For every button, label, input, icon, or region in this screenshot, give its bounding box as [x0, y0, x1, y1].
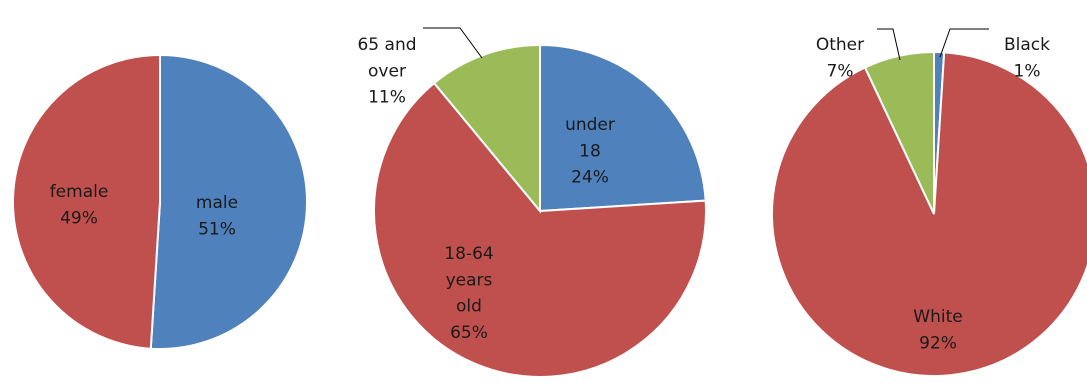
pie-slice-18-64-years-old: [373, 81, 707, 378]
slice-label: White 92%: [913, 307, 962, 353]
pie-slice-under-18: [539, 43, 707, 213]
slice-label: 18-64 years old 65%: [444, 244, 493, 343]
pie-chart-2: under 18 24% 18-64 years old 65% 65 and over 11%: [357, 27, 707, 378]
slice-label: Other 7%: [816, 35, 864, 81]
leader-line: [423, 27, 483, 59]
leader-line: [939, 28, 989, 58]
slice-label: 65 and over 11%: [357, 35, 416, 108]
pie-slice-white: [771, 51, 1087, 377]
pie-chart-1: male 51% female 49%: [12, 53, 308, 350]
pie-chart-3: Black 1% White 92% Other 7%: [771, 28, 1087, 377]
slice-label: male 51%: [196, 193, 238, 239]
pie-slice-65-and-over: [432, 43, 541, 214]
pie-slice-male: [149, 53, 308, 350]
leader-line: [877, 28, 901, 61]
slice-label: female 49%: [50, 182, 109, 228]
slice-label: Black 1%: [1004, 35, 1050, 81]
slice-label: under 18 24%: [565, 115, 615, 188]
pie-slice-female: [12, 53, 161, 350]
